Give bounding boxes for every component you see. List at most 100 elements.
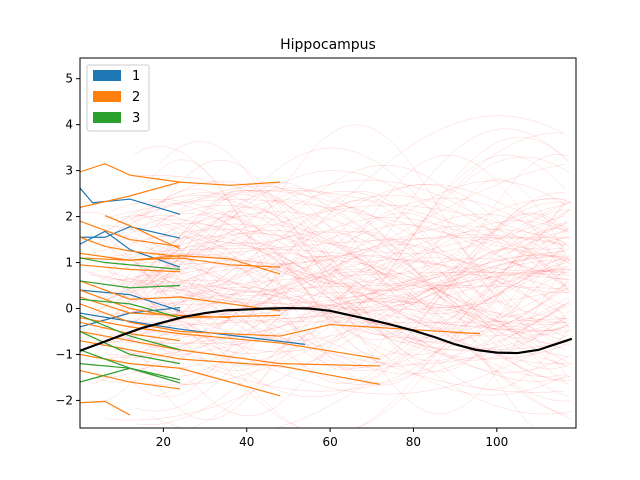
series-line-group-3 <box>80 280 181 289</box>
background-curve <box>150 230 568 342</box>
plot-frame <box>79 57 577 429</box>
background-curve <box>106 217 565 288</box>
mean-curve <box>80 306 573 355</box>
background-curve <box>158 211 567 319</box>
series-line-group-2 <box>104 215 181 250</box>
background-curve <box>101 229 569 308</box>
y-tick-label: 2 <box>65 210 73 224</box>
series-line-group-3 <box>80 298 181 319</box>
x-tick-label: 20 <box>156 435 171 449</box>
background-curve <box>140 180 566 292</box>
background-curve <box>92 124 569 332</box>
background-curve <box>123 279 566 360</box>
background-curve <box>99 189 567 373</box>
background-curve <box>83 212 567 367</box>
legend: 1 2 3 <box>86 64 150 132</box>
background-curve <box>110 224 569 326</box>
background-curve <box>139 115 566 324</box>
background-curve <box>115 181 567 290</box>
background-curve <box>104 199 572 260</box>
series-line-group-3 <box>80 363 181 384</box>
background-curve <box>91 182 567 403</box>
background-curve <box>133 260 567 417</box>
background-curve <box>145 269 571 308</box>
background-curve <box>113 213 572 356</box>
background-curve <box>128 188 571 340</box>
background-curve <box>112 230 572 420</box>
series-line-group-2 <box>80 163 181 183</box>
series-line-group-3 <box>80 257 181 271</box>
background-curve <box>104 209 572 368</box>
background-curve <box>110 235 570 329</box>
background-curve <box>134 183 568 245</box>
background-curve <box>163 205 572 288</box>
background-curve <box>108 278 567 331</box>
background-curve <box>85 210 569 317</box>
x-tick-label: 40 <box>239 435 254 449</box>
series-line-group-1 <box>80 187 181 215</box>
background-curve <box>157 198 567 311</box>
background-curve <box>151 253 569 350</box>
background-curve <box>121 191 572 398</box>
background-curve <box>135 259 569 317</box>
background-curve <box>96 195 572 373</box>
background-curve <box>96 241 572 351</box>
series-line-group-2 <box>80 220 181 248</box>
background-curve <box>157 222 567 339</box>
series-line-group-2 <box>80 321 181 342</box>
legend-swatch <box>93 70 121 81</box>
series-line-group-2 <box>80 317 381 360</box>
legend-label: 2 <box>132 90 140 105</box>
background-curve <box>89 192 565 327</box>
background-curve <box>93 284 569 323</box>
background-curve <box>160 128 569 366</box>
background-curve <box>149 199 567 337</box>
y-tick-label: 1 <box>65 256 73 270</box>
background-curve <box>102 245 570 344</box>
background-curve <box>158 219 567 343</box>
background-curve <box>144 179 570 296</box>
background-curve <box>138 292 564 344</box>
background-curve <box>144 235 571 288</box>
background-curve <box>151 193 569 344</box>
background-curve <box>133 145 568 386</box>
legend-swatch <box>93 112 121 123</box>
background-curve <box>119 249 571 384</box>
background-curve <box>100 202 568 371</box>
background-curve <box>116 190 567 262</box>
background-curve <box>191 213 571 428</box>
background-curve <box>135 257 570 425</box>
y-tick-label: 0 <box>65 301 73 315</box>
series-line-group-3 <box>80 314 181 351</box>
y-tick-label: 3 <box>65 164 73 178</box>
background-curve <box>157 224 567 377</box>
series-line-group-2 <box>80 369 181 390</box>
background-curve <box>150 136 569 346</box>
background-curve <box>80 206 565 317</box>
background-curve <box>113 225 572 266</box>
background-curve <box>132 175 566 351</box>
background-curve <box>84 159 569 327</box>
background-curve <box>137 201 572 285</box>
background-curve <box>110 243 570 378</box>
background-curve <box>93 255 570 390</box>
background-curve <box>116 230 567 305</box>
background-curve <box>106 147 566 343</box>
series-line-group-2 <box>80 236 181 258</box>
background-curve <box>134 192 569 334</box>
background-curve <box>109 248 569 280</box>
background-curve <box>130 264 564 393</box>
chart-title: Hippocampus <box>280 37 376 53</box>
series-line-group-2 <box>80 264 181 273</box>
y-tick-label: 4 <box>65 118 73 132</box>
background-curve <box>148 254 566 353</box>
x-axis: 20 40 60 80 100 <box>156 428 508 449</box>
background-curve <box>108 234 567 343</box>
background-curve <box>126 184 569 369</box>
series-lines <box>80 163 481 416</box>
series-line-group-2 <box>80 255 281 275</box>
background-curve <box>107 237 567 398</box>
background-curve <box>89 274 565 311</box>
background-curve <box>120 170 572 316</box>
